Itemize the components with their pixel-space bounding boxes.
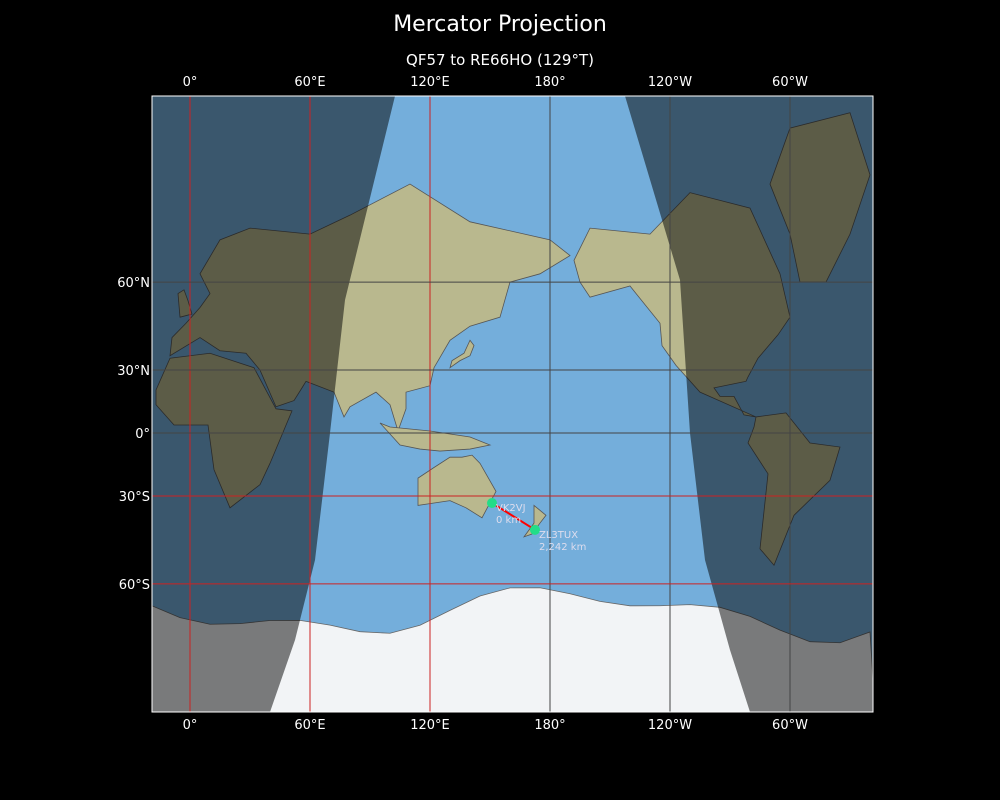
x-tick-label-bottom: 120°W bbox=[648, 718, 692, 733]
origin-callsign: VK2VJ bbox=[496, 503, 526, 514]
y-tick-label: 30°N bbox=[117, 364, 150, 379]
origin-marker bbox=[487, 497, 497, 508]
y-tick-label: 30°S bbox=[119, 490, 150, 505]
x-tick-label-top: 60°E bbox=[294, 75, 325, 90]
y-tick-label: 0° bbox=[135, 427, 150, 442]
map-subtitle: QF57 to RE66HO (129°T) bbox=[406, 51, 594, 69]
great-circle-path bbox=[491, 502, 536, 531]
y-tick-label: 60°N bbox=[117, 276, 150, 291]
y-tick-label: 60°S bbox=[119, 578, 150, 593]
land-japan bbox=[449, 339, 475, 369]
origin-distance: 0 km bbox=[496, 515, 521, 526]
x-tick-label-top: 120°E bbox=[410, 75, 450, 90]
x-tick-label-bottom: 180° bbox=[534, 718, 565, 733]
map-frame bbox=[151, 95, 874, 713]
x-tick-label-top: 180° bbox=[534, 75, 565, 90]
land-indonesia bbox=[379, 422, 492, 452]
x-tick-label-bottom: 60°W bbox=[772, 718, 808, 733]
x-tick-label-bottom: 120°E bbox=[410, 718, 450, 733]
x-tick-label-top: 120°W bbox=[648, 75, 692, 90]
x-tick-label-bottom: 0° bbox=[183, 718, 198, 733]
x-tick-label-bottom: 60°E bbox=[294, 718, 325, 733]
x-tick-label-top: 0° bbox=[183, 75, 198, 90]
map-title: Mercator Projection bbox=[393, 12, 607, 37]
destination-callsign: ZL3TUX bbox=[539, 530, 578, 541]
x-tick-label-top: 60°W bbox=[772, 75, 808, 90]
destination-distance: 2,242 km bbox=[539, 542, 586, 553]
night-shading bbox=[152, 96, 873, 712]
land-australia bbox=[417, 454, 497, 519]
land-new-zealand bbox=[522, 504, 547, 538]
destination-marker bbox=[530, 524, 540, 535]
